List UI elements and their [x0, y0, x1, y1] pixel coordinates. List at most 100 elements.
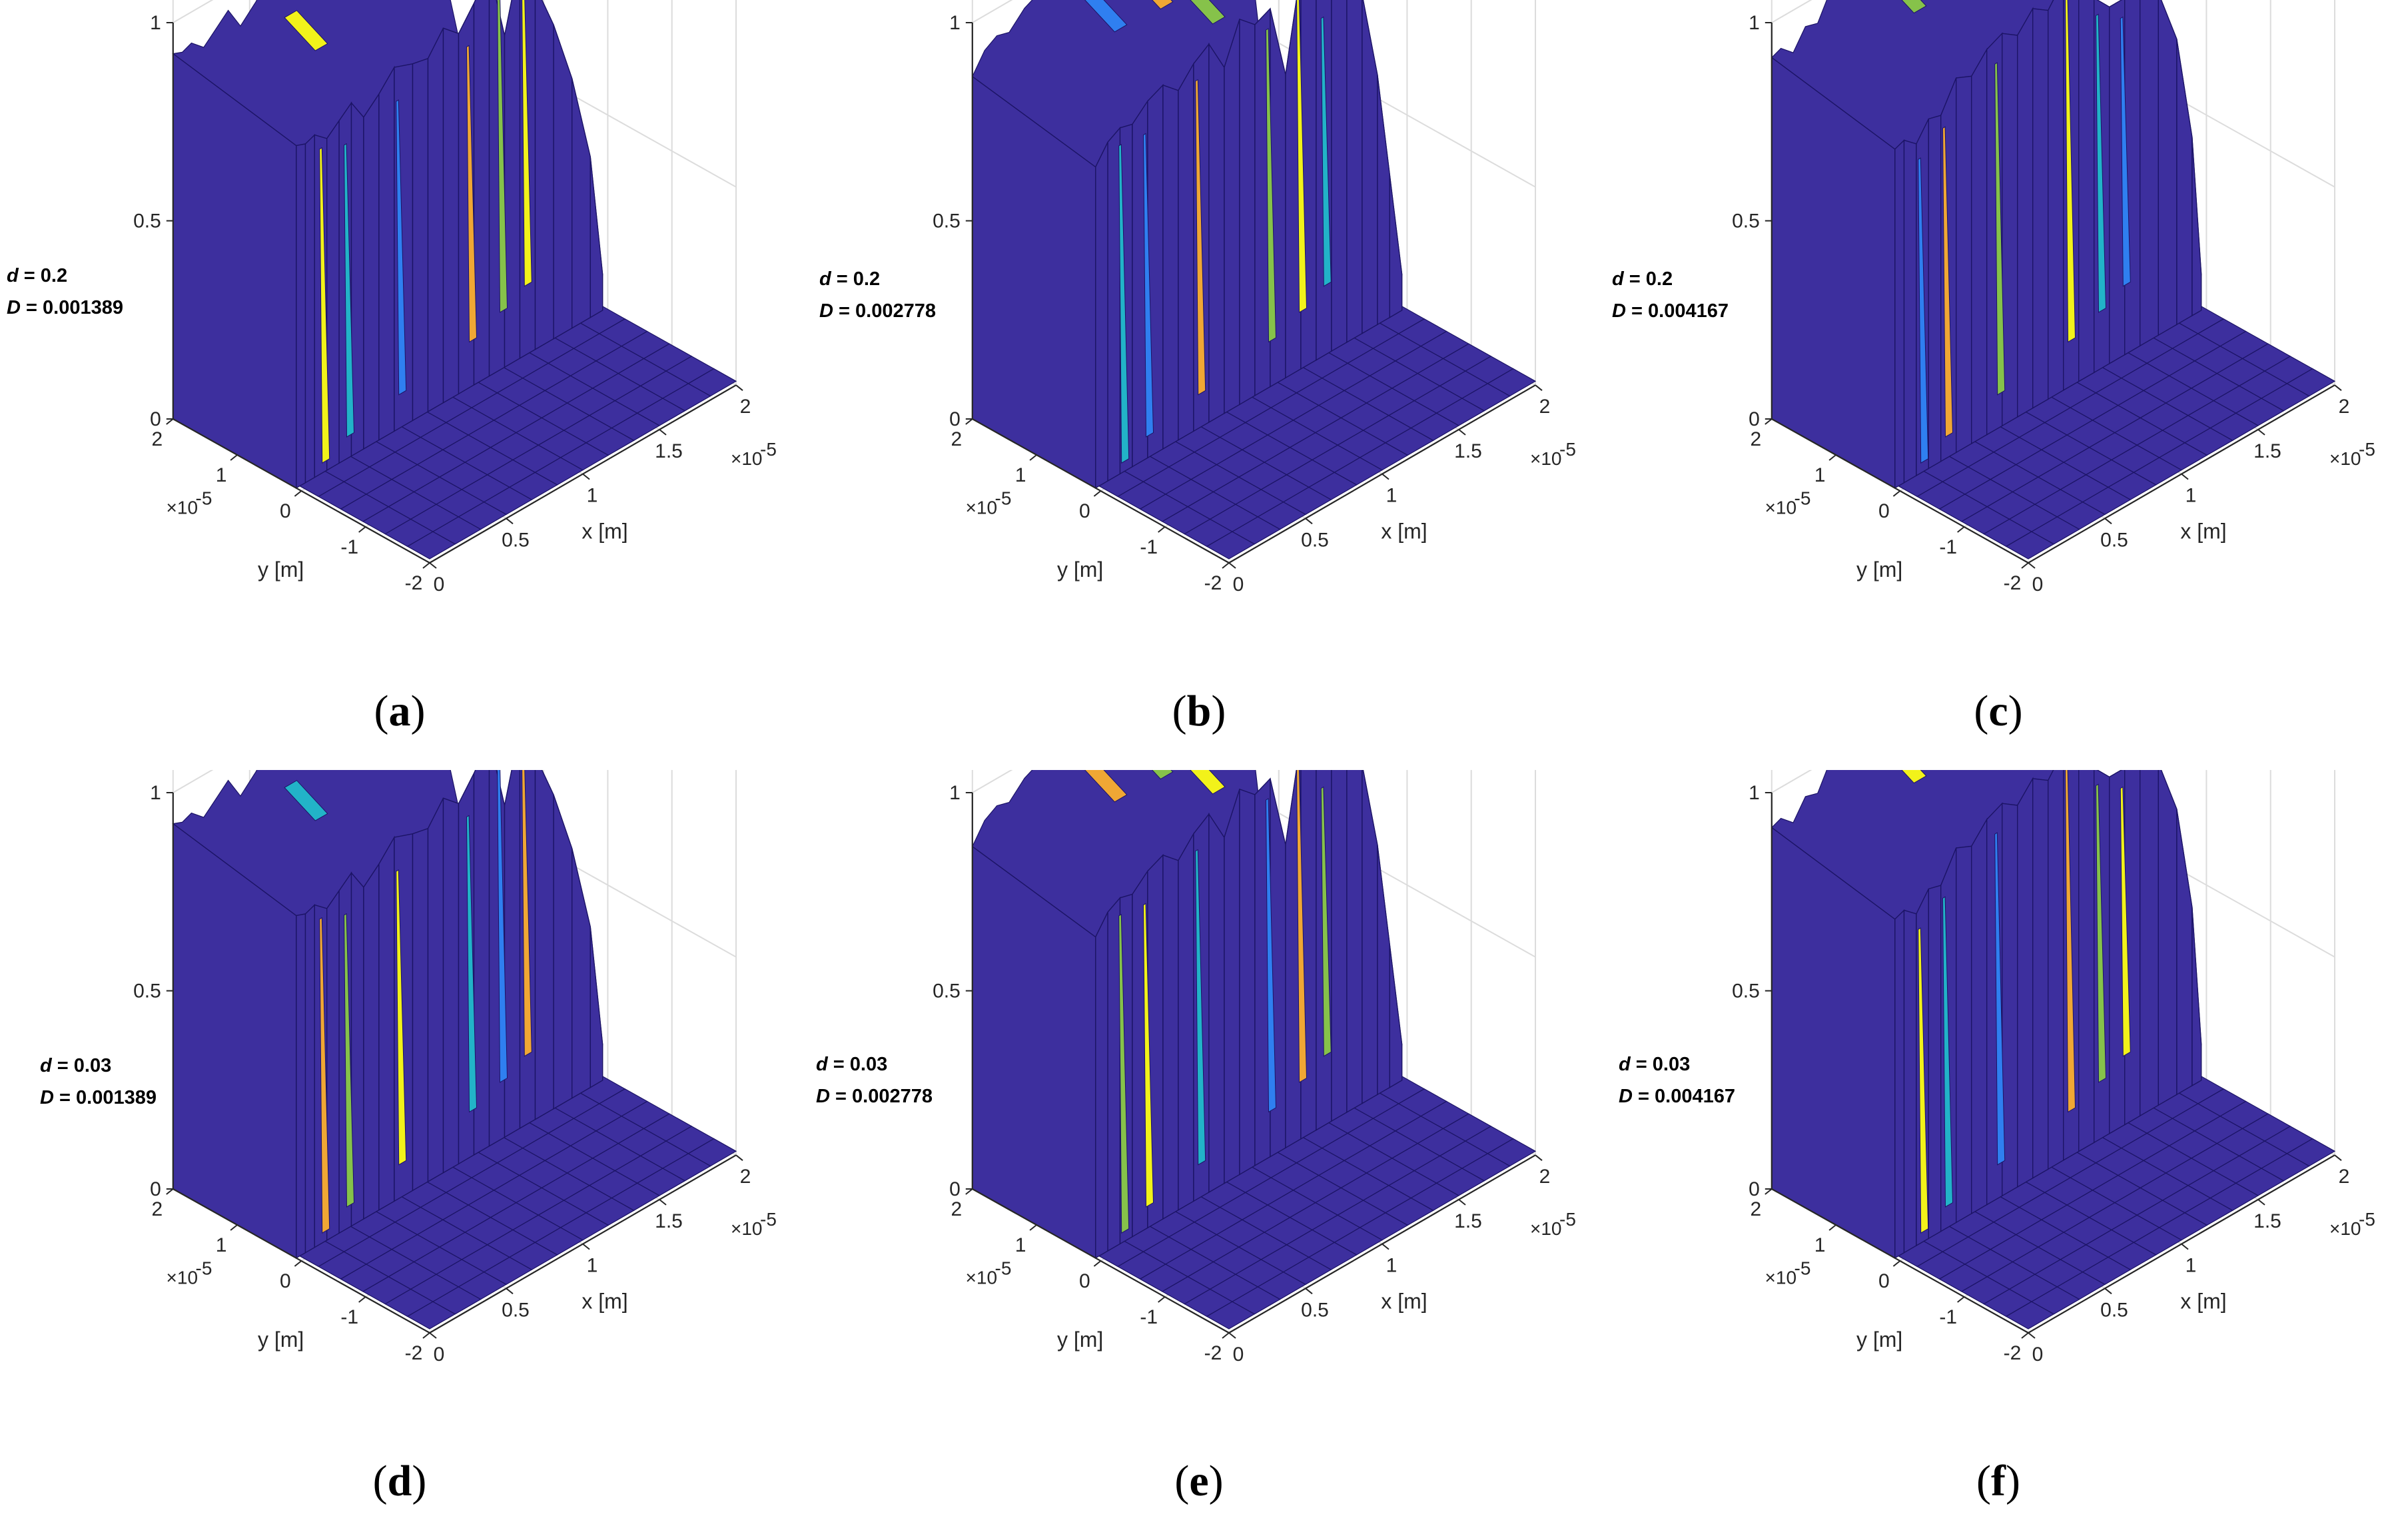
- x-tick-mark: [429, 562, 437, 569]
- x-tick-label: 0: [1233, 1344, 1244, 1365]
- y-tick-label: 2: [151, 428, 163, 450]
- surface-wall-strip: [442, 797, 460, 1174]
- y-tick-mark: [1892, 1260, 1901, 1267]
- x-tick-mark: [2334, 1154, 2342, 1161]
- y-exponent-label: ×10: [966, 1268, 998, 1288]
- surface-crest: [1190, 770, 1226, 795]
- x-tick-label: 1.5: [655, 1210, 683, 1232]
- x-exponent-power: -5: [760, 1209, 777, 1230]
- surface-wall-strip: [1928, 885, 1942, 1240]
- y-tick-label: 0: [1878, 1270, 1890, 1292]
- y-tick-mark: [358, 526, 366, 533]
- surface-wall-strip: [1224, 789, 1240, 1184]
- z-tick-label: 0.5: [133, 210, 161, 232]
- surface-accent: [1942, 126, 1954, 438]
- x-tick-mark: [582, 1243, 590, 1250]
- x-tick-mark: [2104, 518, 2112, 525]
- y-tick-label: 2: [1750, 1198, 1761, 1220]
- x-tick-mark: [2257, 429, 2265, 436]
- surface-accent: [2120, 786, 2131, 1057]
- surface-wall-strip: [590, 157, 603, 318]
- y-tick-label: -2: [1204, 1342, 1222, 1364]
- y-axis-label: y [m]: [1057, 558, 1103, 581]
- surface-wall-strip: [1894, 139, 1905, 489]
- surface-wall-strip: [1971, 47, 1988, 445]
- x-tick-label: 2: [1539, 1166, 1551, 1188]
- y-exponent-power: -5: [196, 1258, 212, 1279]
- surface-wall-strip: [534, 770, 554, 1120]
- y-tick-mark: [1158, 526, 1166, 533]
- x-tick-label: 0.5: [1301, 1299, 1329, 1321]
- x-tick-label: 1: [2186, 485, 2197, 507]
- surface-wall-strip: [2158, 770, 2178, 1106]
- surface-wall-strip: [442, 27, 460, 404]
- surface-accent: [2095, 783, 2107, 1083]
- y-tick-mark: [2021, 1332, 2029, 1339]
- x-exponent-power: -5: [760, 439, 777, 460]
- z-tick-label: 1: [949, 12, 961, 34]
- y-tick-mark: [1029, 454, 1037, 461]
- surface-accent: [1296, 0, 1308, 313]
- param-block-a: d = 0.2 D = 0.001389: [7, 260, 123, 324]
- surface-wall-strip: [296, 143, 306, 489]
- x-tick-label: 2: [1539, 396, 1551, 418]
- surface-wall-strip: [1346, 770, 1363, 1114]
- surface-accent: [1118, 143, 1130, 464]
- x-tick-mark: [735, 384, 743, 391]
- surface-wall-strip: [1285, 770, 1302, 1149]
- panel-label-d: (d): [372, 1457, 427, 1505]
- x-tick-label: 0.5: [502, 529, 530, 551]
- y-axis-label: y [m]: [258, 558, 304, 581]
- panel-d: 0 0.5 1 1.5 2 -2 -1 0 1 2 0 0.5 1 x [m] y [m] ×10 -5 ×10-…: [0, 770, 799, 1540]
- panel-label-b: (b): [1172, 687, 1226, 735]
- param-d-d: d = 0.03: [40, 1055, 112, 1076]
- panel-label-c: (c): [1974, 687, 2023, 735]
- x-tick-label: 0: [2032, 574, 2044, 595]
- y-tick-mark: [965, 1188, 973, 1195]
- surface-wall-strip: [378, 65, 395, 441]
- x-tick-mark: [659, 1199, 667, 1206]
- surface-wall-strip: [363, 862, 380, 1220]
- surface-wall-strip: [473, 0, 490, 386]
- surface-wall-strip: [412, 827, 429, 1192]
- y-tick-label: -2: [405, 572, 423, 594]
- y-tick-mark: [965, 418, 973, 425]
- x-tick-label: 0: [2032, 1344, 2044, 1365]
- z-tick-label: 0: [150, 1178, 161, 1200]
- param-D-c: D = 0.004167: [1612, 300, 1729, 322]
- x-tick-label: 1: [1386, 1255, 1398, 1277]
- x-tick-label: 0.5: [1301, 529, 1329, 551]
- y-tick-label: -1: [1140, 536, 1158, 558]
- z-tick-label: 1: [949, 782, 961, 804]
- x-tick-label: 2: [740, 396, 751, 418]
- y-tick-mark: [422, 1332, 430, 1339]
- z-tick-label: 0.5: [1732, 210, 1760, 232]
- x-tick-mark: [735, 1154, 743, 1161]
- surface-wall-strip: [363, 92, 380, 450]
- y-tick-mark: [1765, 418, 1773, 425]
- y-tick-label: 1: [1015, 1234, 1026, 1256]
- param-D-e: D = 0.002778: [816, 1086, 933, 1107]
- surface-wall-strip: [1107, 897, 1121, 1252]
- y-tick-mark: [230, 1224, 238, 1231]
- y-tick-mark: [1093, 490, 1102, 497]
- param-block-e: d = 0.03 D = 0.002778: [816, 1048, 933, 1112]
- y-tick-label: 0: [280, 1270, 291, 1292]
- surface-wall-strip: [1239, 18, 1256, 406]
- surface-wall-strip: [2032, 778, 2049, 1179]
- x-tick-label: 1: [1386, 485, 1398, 507]
- z-tick-label: 0.5: [933, 210, 961, 232]
- y-tick-mark: [1093, 1260, 1102, 1267]
- surface-accent: [1918, 157, 1929, 464]
- surface-wall-strip: [2048, 770, 2064, 1170]
- x-tick-label: 0.5: [2100, 1299, 2128, 1321]
- y-tick-label: 2: [1750, 428, 1761, 450]
- surface-wall-strip: [1362, 0, 1378, 334]
- y-axis-label: y [m]: [1856, 558, 1902, 581]
- y-tick-mark: [1957, 1296, 1965, 1303]
- y-tick-mark: [166, 1188, 174, 1195]
- surface-wall-strip: [534, 0, 554, 350]
